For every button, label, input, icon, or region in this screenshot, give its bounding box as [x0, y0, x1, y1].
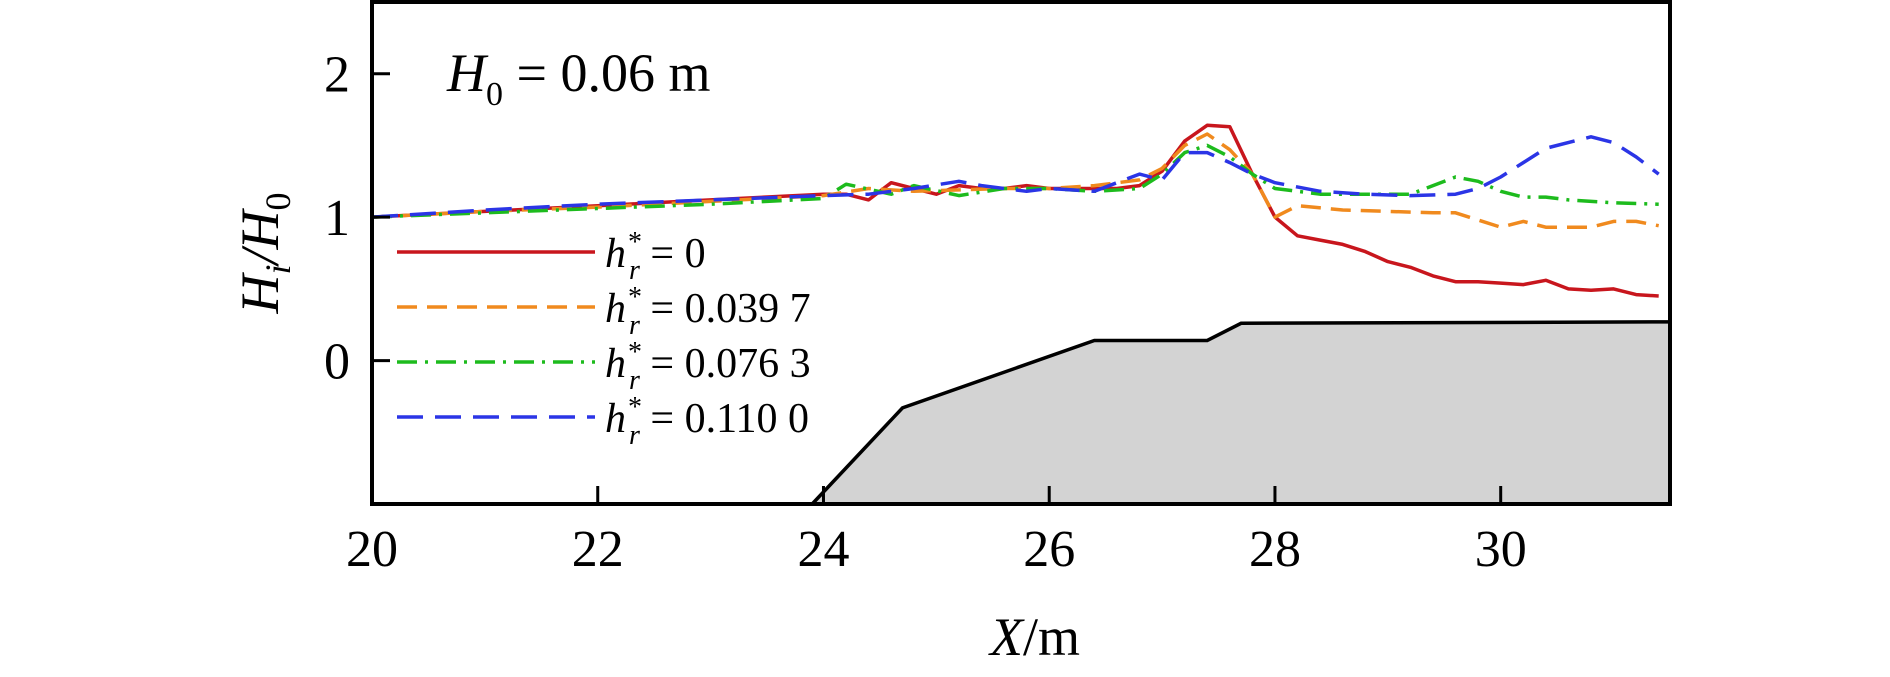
- x-tick-label: 28: [1249, 521, 1301, 578]
- x-tick-label: 26: [1023, 521, 1075, 578]
- legend: h* r = 0h* r = 0.039 7h* r = 0.076 3h* r = 0…: [397, 227, 811, 451]
- bathymetry-layer: [810, 320, 1672, 506]
- legend-label-4: h* r = 0.110 0: [605, 392, 809, 451]
- legend-label-1: h* r = 0: [605, 227, 706, 286]
- series-line-1: [371, 123, 1659, 298]
- y-tick-label: 0: [324, 334, 350, 391]
- x-tick-label: 24: [797, 521, 849, 578]
- legend-label-2: h* r = 0.039 7: [605, 282, 811, 341]
- plot-frame: [370, 0, 1672, 506]
- annotation-text: H0 = 0.06 m: [446, 43, 710, 113]
- x-tick-label: 22: [572, 521, 624, 578]
- legend-label-3: h* r = 0.076 3: [605, 337, 811, 396]
- x-tick-label: 30: [1475, 521, 1527, 578]
- bathymetry-outline: [810, 320, 1671, 506]
- series-line-4: [371, 135, 1660, 219]
- x-tick-label: 20: [346, 521, 398, 578]
- y-tick-label: 2: [324, 47, 350, 104]
- y-tick-label: 1: [324, 190, 350, 247]
- y-axis-title: Hi/H0: [230, 192, 298, 314]
- series-layer: [371, 123, 1660, 298]
- series-line-3: [371, 143, 1659, 219]
- axis-ticks: 20 22 24 26 28 30 0 1 2: [324, 47, 1527, 578]
- bathymetry-fill: [812, 321, 1670, 504]
- x-axis-title: X/m: [988, 607, 1080, 667]
- series-line-2: [371, 132, 1660, 229]
